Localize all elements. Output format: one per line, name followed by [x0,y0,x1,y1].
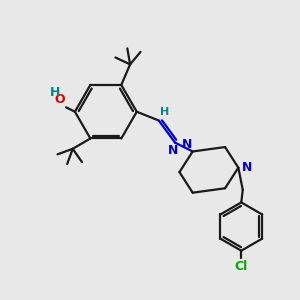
Text: N: N [182,138,192,151]
Text: H: H [50,86,60,99]
Text: H: H [160,107,169,117]
Text: N: N [168,144,179,157]
Text: Cl: Cl [235,260,248,273]
Text: O: O [54,93,64,106]
Text: N: N [242,161,252,174]
